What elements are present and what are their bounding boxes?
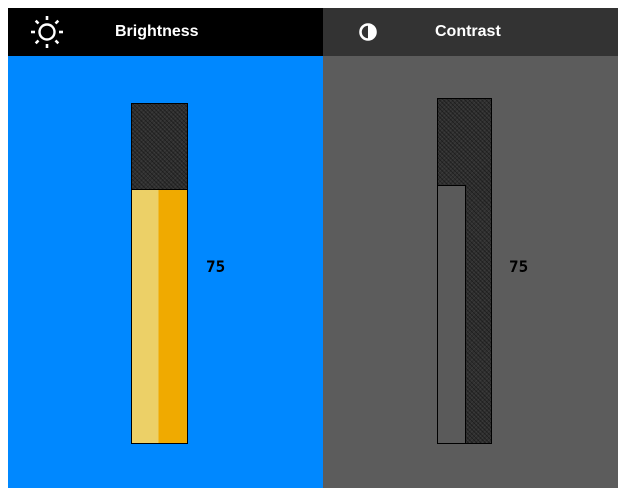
contrast-icon xyxy=(358,8,378,56)
brightness-slider-fill xyxy=(132,188,187,443)
osd-menu: Brightness 75 Contrast 75 xyxy=(8,8,618,488)
tab-brightness[interactable]: Brightness xyxy=(8,8,323,56)
contrast-slider[interactable] xyxy=(437,98,492,444)
tab-contrast[interactable]: Contrast xyxy=(323,8,618,56)
contrast-slider-fill xyxy=(438,185,466,443)
contrast-label: Contrast xyxy=(435,23,501,40)
brightness-panel: Brightness 75 xyxy=(8,8,323,488)
brightness-value: 75 xyxy=(206,257,226,276)
brightness-label: Brightness xyxy=(115,23,199,40)
contrast-value: 75 xyxy=(509,257,529,276)
brightness-body: 75 xyxy=(8,56,323,488)
sun-icon xyxy=(30,8,64,56)
contrast-body: 75 xyxy=(323,56,618,488)
brightness-slider[interactable] xyxy=(131,103,188,444)
contrast-panel: Contrast 75 xyxy=(323,8,618,488)
